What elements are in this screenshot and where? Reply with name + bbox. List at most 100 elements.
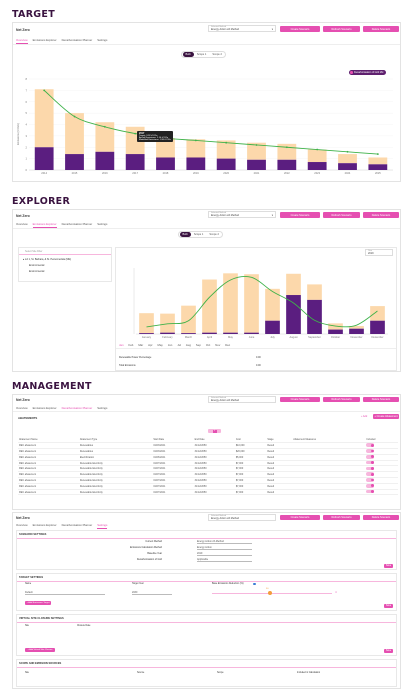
delete-scenario-button[interactable]: Delete Scenario [363,397,399,402]
month-tab[interactable]: Oct [205,343,211,347]
tab-overview[interactable]: Overview [16,523,28,527]
tab-overview[interactable]: Overview [16,406,28,410]
tab-emissions-explorer[interactable]: Emissions Explorer [32,406,57,410]
column-header[interactable]: Abatement Type [78,437,153,444]
add-link[interactable]: + Add [361,415,368,418]
target-name-input[interactable]: Default [25,591,105,595]
column-header[interactable]: Abatement Name [18,437,79,444]
tab-overview[interactable]: Overview [16,38,28,44]
setting-select[interactable]: Applicable [197,558,252,562]
column-header[interactable]: End Date [193,437,235,444]
included-toggle[interactable] [366,449,375,453]
add-emissions-target-button[interactable]: + Add Emissions Target [25,601,51,605]
month-tab[interactable]: Dec [225,343,231,347]
table-row[interactable]: REC abatement Renewable Electricity 01/07/… [18,465,398,473]
included-cell[interactable] [365,448,398,455]
included-toggle[interactable] [366,460,375,465]
slider-handle[interactable] [268,591,272,596]
delete-scenario-button[interactable]: Delete Scenario [363,26,399,32]
included-toggle[interactable] [366,443,375,447]
create-scenario-button[interactable]: Create Scenario [280,26,320,32]
table-row[interactable]: REC abatement Renewable Electricity 01/07/… [18,483,398,490]
included-cell[interactable] [365,477,398,484]
save-button[interactable]: Save [384,649,393,653]
included-toggle[interactable] [366,478,375,482]
method-select[interactable]: Selected Method Energy Action 2A Method … [208,211,276,218]
tab-decarbonisation-planner[interactable]: Decarbonisation Planner [61,222,93,226]
tab-overview[interactable]: Overview [16,222,28,226]
toggle-scope-1[interactable]: Scope 1 [193,233,204,236]
setting-value[interactable]: Energy Action 2A Method [197,540,252,544]
table-row[interactable]: REC abatement Electrification 01/06/2021 31… [18,454,398,461]
table-row[interactable]: REC abatement Renewable Electricity 01/07/… [18,489,398,496]
add-virtual-site-closure-button[interactable]: + Add Virtual Site Closure [25,648,55,652]
refresh-scenario-button[interactable]: Refresh Scenario [323,515,360,520]
setting-select[interactable]: Energy Action [197,546,252,550]
included-cell[interactable] [365,465,398,473]
column-header[interactable]: Stage [266,437,293,444]
setting-select[interactable]: 2019 [197,552,252,556]
method-select[interactable]: Selected Method Energy Action 2A Method [208,396,276,403]
save-button[interactable]: Save [384,604,393,608]
tree-item[interactable]: Environmental [29,270,45,273]
refresh-scenario-button[interactable]: Refresh Scenario [323,212,360,218]
refresh-scenario-button[interactable]: Refresh Scenario [323,26,360,32]
target-year-select[interactable]: 2030 [132,591,172,595]
month-tab[interactable]: Feb [128,343,134,347]
included-toggle[interactable] [366,472,375,476]
grid-mix-legend[interactable]: Decarbonisation of Grid Mix [349,70,386,75]
toggle-scope-2[interactable]: Scope 2 [212,53,222,56]
method-select[interactable]: Selected Method Energy Action 2A Method … [208,25,276,32]
toggle-both[interactable]: Both [179,232,191,237]
delete-scenario-button[interactable]: Delete Scenario [363,515,399,520]
reduction-slider[interactable] [212,593,332,594]
tab-emissions-explorer[interactable]: Emissions Explorer [32,222,57,228]
tab-settings[interactable]: Settings [97,523,108,529]
tree-item[interactable]: ▸ Lvl 1, St. Barbara, & St. Personnelist… [23,258,72,261]
table-row[interactable]: REC abatement Renewables 01/03/2021 31/12/2… [18,448,398,455]
month-tab[interactable]: Jun [167,343,173,347]
create-scenario-button[interactable]: Create Scenario [280,212,320,218]
tab-emissions-explorer[interactable]: Emissions Explorer [32,523,57,527]
table-row[interactable]: REC abatement Renewables 01/03/2021 31/12/2… [18,442,398,450]
month-tab[interactable]: May [157,343,163,347]
year-select[interactable]: Year 2019 [365,249,393,256]
column-header[interactable]: Abatement Measures [292,437,366,444]
delete-icon[interactable]: ✕ [335,592,337,594]
tab-settings[interactable]: Settings [97,38,108,42]
included-cell[interactable] [365,471,398,479]
toggle-scope-1[interactable]: Scope 1 [196,53,207,56]
month-tab[interactable]: Nov [215,343,221,347]
tab-settings[interactable]: Settings [97,406,108,410]
delete-scenario-button[interactable]: Delete Scenario [363,212,399,218]
month-tab[interactable]: Sep [195,343,201,347]
month-tab[interactable]: Aug [185,343,191,347]
toggle-scope-2[interactable]: Scope 2 [209,233,219,236]
included-toggle[interactable] [366,454,375,459]
table-row[interactable]: REC abatement Renewable Electricity 01/07/… [18,471,398,479]
create-scenario-button[interactable]: Create Scenario [280,515,320,520]
included-toggle[interactable] [366,466,375,471]
included-cell[interactable] [365,489,398,496]
tree-item[interactable]: Environmental [29,264,45,267]
page-number[interactable]: 1 [212,429,217,433]
included-toggle[interactable] [366,483,375,488]
create-abatement-button[interactable]: + Create Abatement [373,414,399,419]
column-header[interactable]: Cost [234,437,267,444]
included-toggle[interactable] [366,489,375,494]
tab-decarbonisation-planner[interactable]: Decarbonisation Planner [61,406,93,412]
tab-decarbonisation-planner[interactable]: Decarbonisation Planner [61,523,93,527]
refresh-scenario-button[interactable]: Refresh Scenario [323,397,360,402]
month-tab[interactable]: Jan [119,343,124,349]
tab-emissions-explorer[interactable]: Emissions Explorer [32,38,57,42]
toggle-both[interactable]: Both [182,52,194,57]
tab-settings[interactable]: Settings [97,222,108,226]
table-row[interactable]: REC abatement Renewable Electricity 01/07/… [18,460,398,467]
included-cell[interactable] [365,483,398,490]
included-cell[interactable] [365,442,398,450]
create-scenario-button[interactable]: Create Scenario [280,397,320,402]
month-tab[interactable]: Apr [148,343,153,347]
column-header[interactable]: Included [365,437,398,444]
month-tab[interactable]: Jul [177,343,181,347]
tab-decarbonisation-planner[interactable]: Decarbonisation Planner [61,38,93,42]
